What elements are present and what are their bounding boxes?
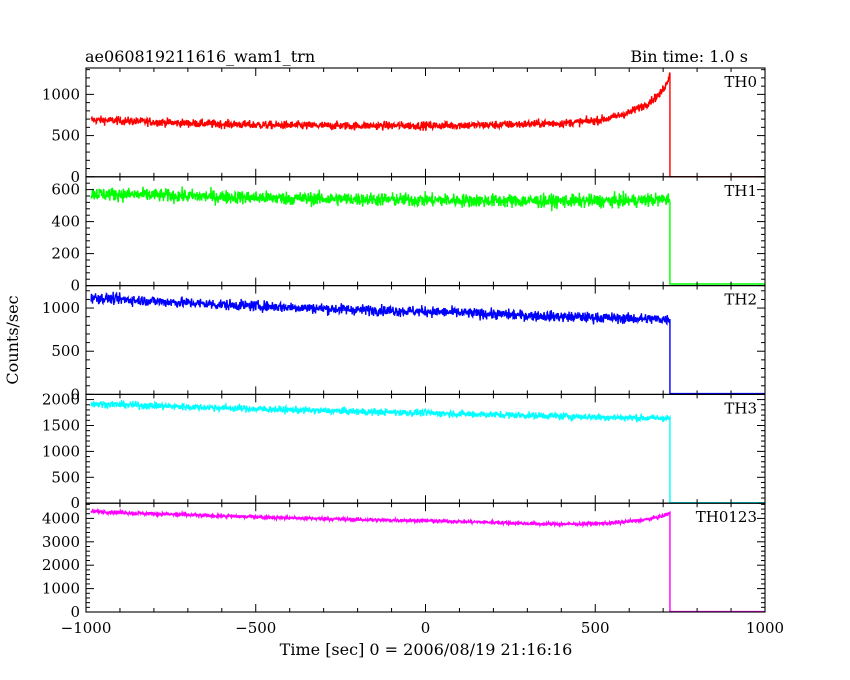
y-tick-label: 0: [70, 168, 80, 186]
x-tick-label: −1000: [61, 619, 112, 637]
panel-th0: 0 500 1000 TH0: [42, 67, 766, 186]
x-tick-labels: −1000 −500 0 500 1000: [61, 619, 784, 637]
y-tick-label: 500: [51, 468, 80, 486]
y-tick-label: 1000: [42, 442, 80, 460]
y-tick-label: 1000: [42, 580, 80, 598]
panels-group: 0 500 1000 TH0 0 200 400 600 TH1 0 500 1000 TH2 0 500 1…: [42, 67, 766, 621]
y-tick-label: 2000: [42, 556, 80, 574]
series-line-th2: [90, 291, 765, 395]
panel-th3: 0 500 1000 1500 2000 TH3: [42, 391, 766, 512]
y-tick-label: 500: [51, 127, 80, 145]
y-tick-label: 200: [51, 245, 80, 263]
panel-th1: 0 200 400 600 TH1: [51, 176, 766, 295]
panel-th0123: 0 1000 2000 3000 4000 TH0123: [42, 502, 766, 621]
x-tick-label: 1000: [746, 619, 784, 637]
y-tick-label: 1000: [42, 85, 80, 103]
y-tick-label: 1500: [42, 416, 80, 434]
chart-title: ae060819211616_wam1_trn: [85, 47, 315, 66]
y-tick-label: 3000: [42, 533, 80, 551]
series-line-th0: [90, 72, 765, 178]
panel-label: TH0: [724, 73, 757, 91]
series-line-th3: [90, 399, 765, 504]
x-axis-title: Time [sec] 0 = 2006/08/19 21:16:16: [280, 640, 573, 659]
bin-time-label: Bin time: 1.0 s: [630, 47, 748, 66]
panel-th2: 0 500 1000 TH2: [42, 285, 766, 403]
panel-label: TH0123: [696, 508, 757, 526]
x-tick-label: 500: [581, 619, 610, 637]
x-tick-label: 0: [421, 619, 431, 637]
y-tick-label: 2000: [42, 391, 80, 409]
y-tick-label: 4000: [42, 509, 80, 527]
series-line-th1: [90, 186, 765, 285]
panel-label: TH2: [724, 291, 757, 309]
y-tick-label: 600: [51, 181, 80, 199]
y-tick-label: 0: [70, 603, 80, 621]
y-tick-label: 0: [70, 277, 80, 295]
panel-label: TH1: [724, 182, 757, 200]
y-tick-label: 1000: [42, 299, 80, 317]
x-tick-label: −500: [235, 619, 276, 637]
y-tick-label: 400: [51, 213, 80, 231]
panel-label: TH3: [724, 399, 757, 417]
y-tick-label: 500: [51, 342, 80, 360]
y-tick-label: 0: [70, 385, 80, 403]
y-tick-label: 0: [70, 494, 80, 512]
series-line-th0123: [90, 507, 765, 613]
y-axis-title: Counts/sec: [3, 295, 22, 384]
